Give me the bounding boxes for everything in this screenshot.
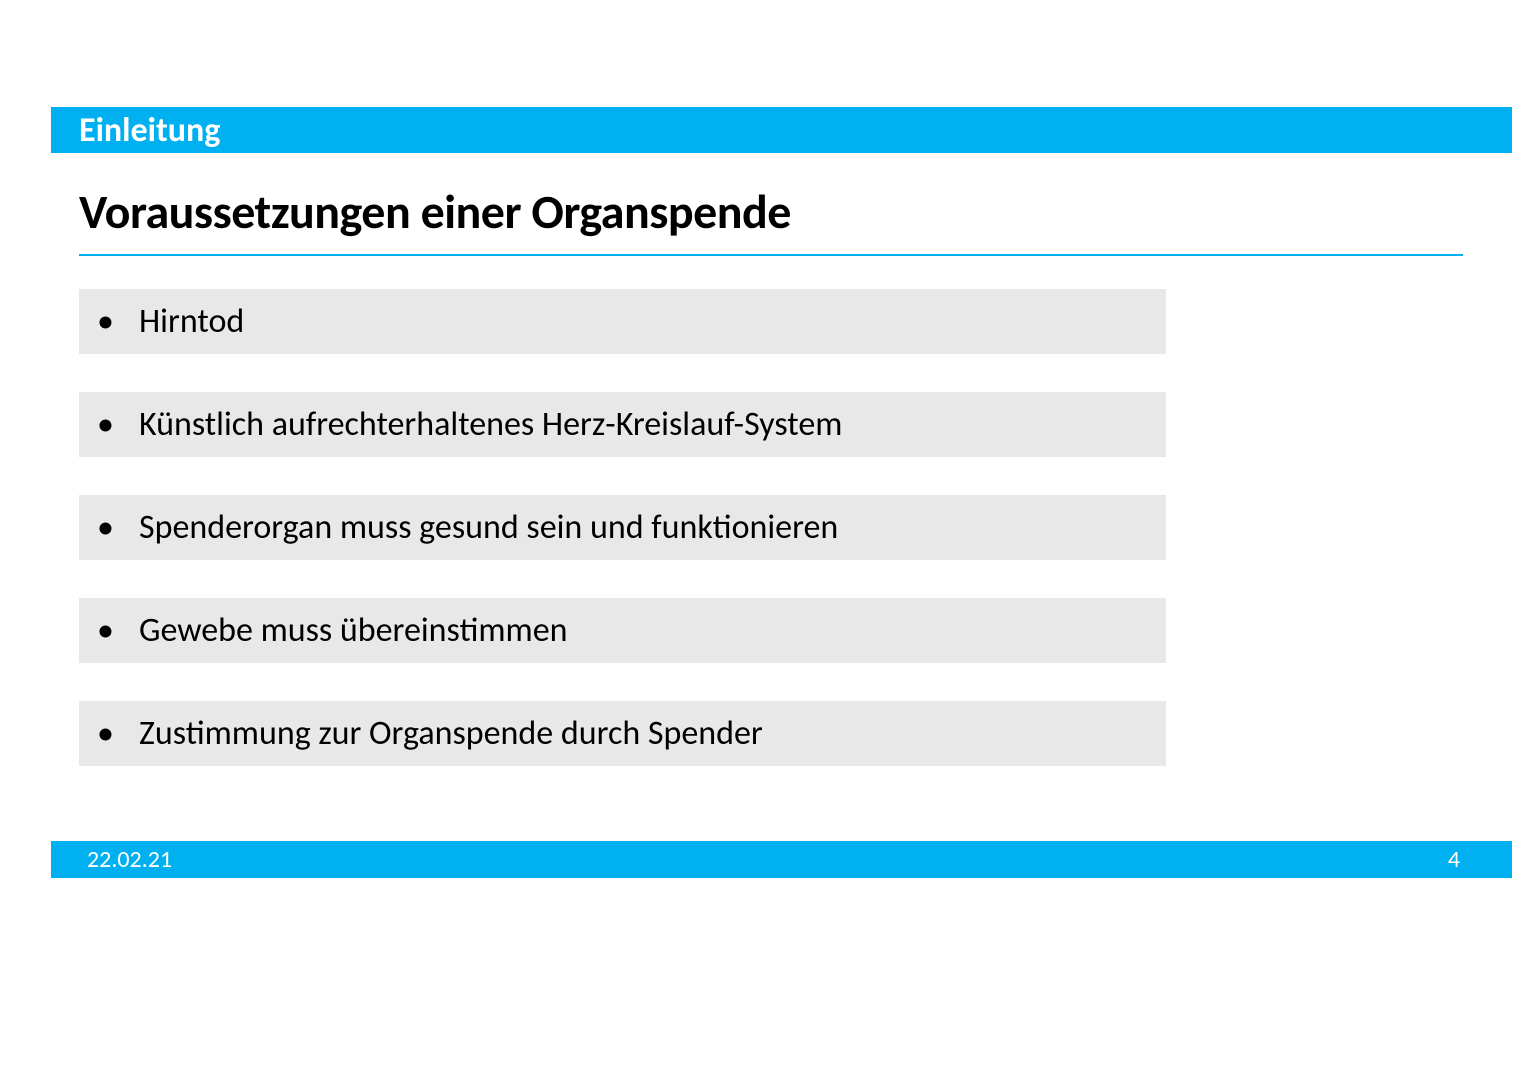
slide-title: Voraussetzungen einer Organspende	[79, 182, 791, 241]
bullet-text: Künstlich aufrechterhaltenes Herz-Kreisl…	[119, 404, 842, 445]
bullet-item: Zustimmung zur Organspende durch Spender	[79, 701, 1166, 766]
title-underline	[79, 254, 1463, 256]
bullet-item: Gewebe muss übereinstimmen	[79, 598, 1166, 663]
bullet-text: Hirntod	[119, 301, 244, 342]
bullet-text: Zustimmung zur Organspende durch Spender	[119, 713, 763, 754]
bullet-list: Hirntod Künstlich aufrechterhaltenes Her…	[79, 289, 1166, 804]
footer-page-number: 4	[1448, 845, 1460, 874]
footer-bar: 22.02.21 4	[51, 841, 1512, 878]
bullet-text: Spenderorgan muss gesund sein und funkti…	[119, 507, 838, 548]
bullet-item: Hirntod	[79, 289, 1166, 354]
bullet-item: Künstlich aufrechterhaltenes Herz-Kreisl…	[79, 392, 1166, 457]
section-header-text: Einleitung	[79, 110, 220, 151]
bullet-item: Spenderorgan muss gesund sein und funkti…	[79, 495, 1166, 560]
bullet-text: Gewebe muss übereinstimmen	[119, 610, 568, 651]
footer-date: 22.02.21	[87, 845, 172, 874]
section-header-bar: Einleitung	[51, 107, 1512, 153]
